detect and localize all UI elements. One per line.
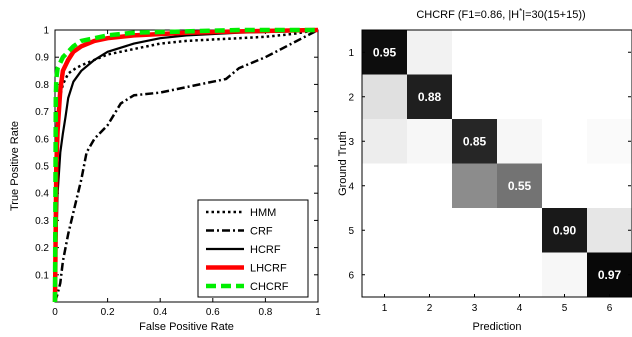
roc-series-crf	[53, 28, 319, 303]
cm-cell	[497, 163, 543, 209]
cm-cell	[497, 30, 543, 75]
roc-legend-label-hcrf: HCRF	[250, 244, 281, 256]
cm-cell	[542, 208, 588, 253]
cm-cell	[587, 30, 632, 75]
cm-cell	[542, 74, 588, 120]
cm-cell	[362, 252, 408, 298]
confusion-matrix-chart: CHCRF (F1=0.86, |H*|=30(15+15)) 0.95 0.88…	[337, 7, 632, 333]
roc-x-tick-label: 0	[52, 307, 58, 318]
cm-cell	[362, 163, 408, 209]
cm-cell	[452, 163, 498, 209]
confusion-matrix-cells: 0.95 0.88 0.85 0.55 0.90 0.97	[362, 30, 632, 298]
cm-cell	[497, 252, 543, 298]
cm-cell	[497, 74, 543, 120]
cm-cell	[542, 163, 588, 209]
roc-y-tick-label: 0.3	[35, 216, 49, 227]
roc-y-tick-label: 0.5	[35, 162, 49, 173]
cm-cell	[407, 208, 453, 253]
cm-cell	[452, 30, 498, 75]
cm-cell	[362, 74, 408, 120]
roc-x-tick-label: 0.4	[153, 307, 167, 318]
cm-cell	[542, 252, 588, 298]
cm-cell-label: 0.85	[463, 134, 487, 148]
cm-cell	[497, 208, 543, 253]
cm-x-tick-label: 1	[382, 303, 388, 314]
cm-cell	[362, 208, 408, 253]
cm-cell-label: 0.95	[373, 45, 397, 59]
roc-legend: HMM CRF HCRF LHCRF CHCRF	[197, 199, 309, 298]
roc-chart: 0 0.2 0.4 0.6 0.8 1 0.1 0.2 0.3 0.4 0.5 0.6 0.7 0.8 0.…	[9, 26, 321, 334]
cm-cell	[587, 252, 632, 298]
roc-y-tick-label: 0.2	[35, 243, 49, 254]
roc-legend-label-lhcrf: LHCRF	[250, 263, 287, 275]
cm-cell	[542, 119, 588, 164]
roc-y-tick-label: 0.4	[35, 189, 49, 200]
cm-cell	[497, 119, 543, 164]
confusion-matrix-plot-area	[361, 29, 632, 298]
cm-y-tick-label: 1	[348, 48, 354, 59]
cm-y-tick-label: 5	[348, 226, 354, 237]
cm-cell	[452, 119, 498, 164]
roc-x-tick-label: 0.6	[206, 307, 220, 318]
cm-cell	[407, 252, 453, 298]
cm-y-tick-label: 6	[348, 270, 354, 281]
roc-y-tick-label: 1	[43, 26, 49, 37]
roc-y-tick-label: 0.1	[35, 270, 49, 281]
cm-cell	[362, 119, 408, 164]
cm-cell	[407, 30, 453, 75]
cm-x-tick-label: 4	[517, 303, 523, 314]
confusion-matrix-title: CHCRF (F1=0.86, |H*|=30(15+15))	[416, 7, 585, 21]
roc-legend-label-hmm: HMM	[250, 207, 276, 219]
confusion-matrix-ticks: 1 1 2 2 3 3 4 4 5 5 6 6	[348, 48, 631, 314]
roc-y-tick-label: 0.9	[35, 53, 49, 64]
roc-legend-label-chcrf: CHCRF	[250, 281, 289, 293]
cm-y-tick-label: 2	[348, 92, 354, 103]
cm-cell	[362, 30, 408, 75]
roc-x-axis-label: False Positive Rate	[139, 321, 234, 333]
cm-cell	[452, 252, 498, 298]
roc-series	[52, 27, 319, 303]
cm-cell	[452, 74, 498, 120]
cm-x-axis-label: Prediction	[473, 321, 522, 333]
cm-cell	[407, 163, 453, 209]
roc-y-tick-label: 0.8	[35, 80, 49, 91]
roc-series-chcrf	[52, 27, 318, 303]
roc-y-axis-label: True Positive Rate	[9, 121, 21, 211]
cm-x-tick-label: 6	[607, 303, 613, 314]
cm-cell	[542, 30, 588, 75]
cm-y-tick-label: 3	[348, 137, 354, 148]
cm-y-axis-label: Ground Truth	[337, 131, 349, 196]
roc-x-tick-label: 0.8	[258, 307, 272, 318]
cm-cell-label: 0.90	[553, 223, 577, 237]
cm-y-tick-label: 4	[348, 181, 354, 192]
cm-cell-label: 0.88	[418, 90, 442, 104]
roc-legend-label-crf: CRF	[250, 226, 273, 238]
roc-x-tick-label: 1	[315, 307, 321, 318]
cm-x-tick-label: 5	[562, 303, 568, 314]
cm-cell	[407, 74, 453, 120]
cm-cell-label: 0.55	[508, 179, 532, 193]
cm-cell-label: 0.97	[598, 268, 622, 282]
cm-cell	[587, 163, 632, 209]
roc-y-tick-label: 0.7	[35, 107, 49, 118]
cm-cell	[587, 208, 632, 253]
cm-x-tick-label: 2	[427, 303, 433, 314]
cm-cell	[587, 74, 632, 120]
cm-cell	[587, 119, 632, 164]
roc-y-tick-label: 0.6	[35, 134, 49, 145]
cm-cell	[407, 119, 453, 164]
cm-x-tick-label: 3	[472, 303, 478, 314]
cm-cell	[452, 208, 498, 253]
roc-x-tick-label: 0.2	[101, 307, 115, 318]
